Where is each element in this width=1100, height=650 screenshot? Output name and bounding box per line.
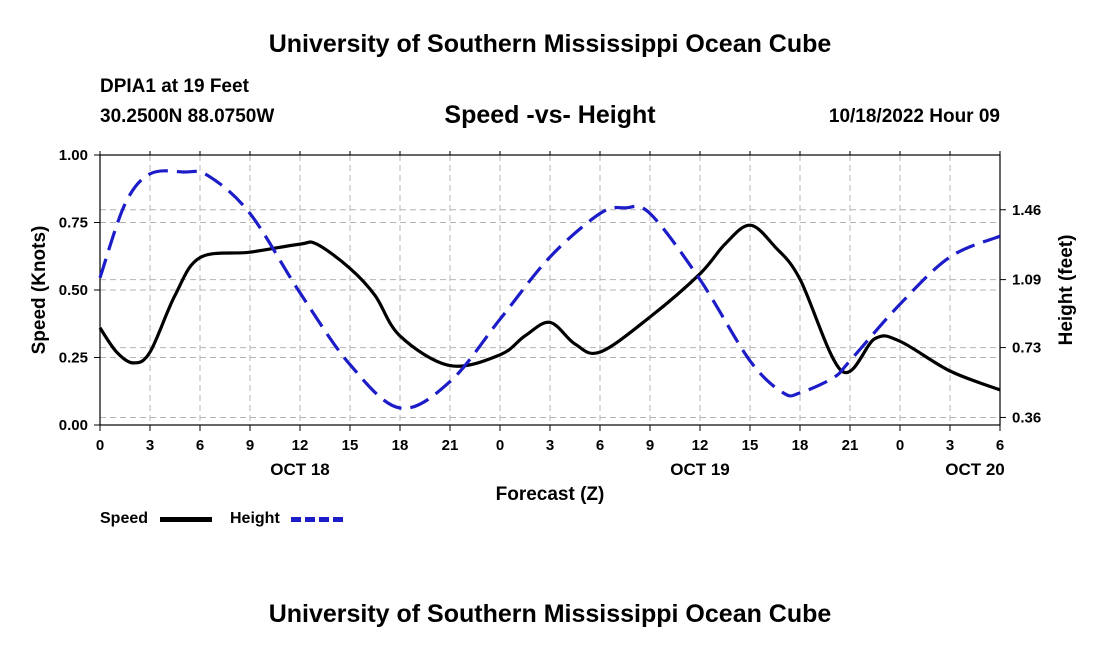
height-series-line xyxy=(98,169,1001,410)
x-tick-label: 6 xyxy=(596,437,604,454)
right-tick-label: 1.09 xyxy=(1012,272,1041,289)
station-coordinates: 30.2500N 88.0750W xyxy=(100,106,275,127)
x-axis-label: Forecast (Z) xyxy=(496,484,605,505)
right-tick-label: 1.46 xyxy=(1012,202,1041,219)
x-tick-label: 15 xyxy=(742,437,759,454)
left-tick-label: 0.25 xyxy=(59,350,88,367)
legend-height-swatch xyxy=(291,517,343,522)
right-axis-label: Height (feet) xyxy=(1056,235,1077,346)
legend-height-label: Height xyxy=(230,510,280,527)
left-tick-label: 1.00 xyxy=(59,147,88,164)
x-tick-label: 9 xyxy=(646,437,654,454)
date-label: OCT 20 xyxy=(945,460,1005,479)
x-tick-label: 12 xyxy=(692,437,709,454)
chart-grid xyxy=(100,155,1000,425)
footer-title: University of Southern Mississippi Ocean… xyxy=(268,600,832,628)
page-title: University of Southern Mississippi Ocean… xyxy=(268,30,832,58)
left-tick-label: 0.50 xyxy=(59,282,88,299)
x-tick-label: 0 xyxy=(496,437,504,454)
x-tick-label: 3 xyxy=(546,437,554,454)
x-tick-label: 15 xyxy=(342,437,359,454)
right-tick-label: 0.73 xyxy=(1012,340,1041,357)
x-tick-label: 21 xyxy=(842,437,859,454)
x-tick-label: 3 xyxy=(146,437,154,454)
x-tick-label: 0 xyxy=(96,437,104,454)
x-tick-label: 6 xyxy=(996,437,1004,454)
speed-series-line xyxy=(98,223,1001,392)
x-tick-label: 12 xyxy=(292,437,309,454)
x-tick-label: 3 xyxy=(946,437,954,454)
x-tick-label: 9 xyxy=(246,437,254,454)
station-label: DPIA1 at 19 Feet xyxy=(100,76,249,97)
chart-title: Speed -vs- Height xyxy=(444,101,656,129)
issued-timestamp: 10/18/2022 Hour 09 xyxy=(828,106,1000,127)
left-axis-label: Speed (Knots) xyxy=(29,226,50,355)
date-label: OCT 19 xyxy=(670,460,730,479)
x-tick-label: 18 xyxy=(392,437,409,454)
x-tick-label: 21 xyxy=(442,437,459,454)
x-tick-label: 6 xyxy=(196,437,204,454)
left-tick-label: 0.75 xyxy=(59,215,88,232)
x-tick-label: 18 xyxy=(792,437,809,454)
left-tick-label: 0.00 xyxy=(59,417,88,434)
chart-series xyxy=(98,169,1001,410)
x-tick-label: 0 xyxy=(896,437,904,454)
date-label: OCT 18 xyxy=(270,460,330,479)
legend-speed-label: Speed xyxy=(100,510,149,527)
right-tick-label: 0.36 xyxy=(1012,409,1041,426)
axis-ticks: 0 3 6 9 12 15 18 21 0 3 6 9 12 15 18 21 0 3 6 0.00 0.25 0.50 0… xyxy=(59,147,1041,479)
legend-speed-swatch xyxy=(160,517,212,522)
